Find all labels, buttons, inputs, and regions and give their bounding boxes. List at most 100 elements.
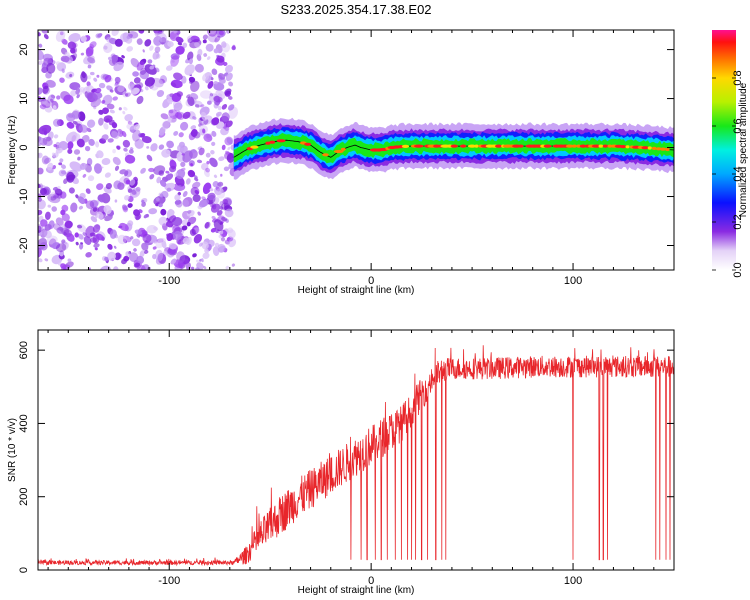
- noise-blob: [216, 55, 225, 63]
- noise-blob: [38, 199, 46, 210]
- noise-blob: [144, 39, 152, 47]
- noise-blob: [111, 131, 120, 139]
- noise-blob: [169, 31, 179, 41]
- noise-blob: [221, 103, 228, 110]
- noise-blob: [59, 119, 64, 126]
- noise-blob: [69, 161, 83, 172]
- noise-blob: [66, 121, 75, 129]
- noise-blob: [202, 252, 210, 260]
- noise-blob: [218, 30, 224, 36]
- noise-blob: [83, 236, 92, 245]
- noise-blob: [53, 118, 61, 127]
- noise-blob: [38, 124, 52, 135]
- noise-blob: [182, 199, 190, 208]
- snr-xtick-label: -100: [158, 575, 180, 587]
- noise-blob: [225, 64, 233, 73]
- noise-blob: [43, 230, 52, 239]
- noise-blob: [205, 152, 211, 158]
- colorbar-tick-label: 0.8: [732, 70, 744, 85]
- noise-blob: [172, 230, 183, 241]
- noise-blob: [149, 45, 154, 51]
- noise-blob: [50, 98, 54, 103]
- noise-blob: [38, 167, 44, 175]
- noise-blob: [70, 202, 78, 213]
- noise-blob: [171, 60, 175, 63]
- noise-blob: [198, 242, 203, 247]
- noise-blob: [122, 139, 131, 148]
- noise-blob: [167, 215, 177, 223]
- noise-blob: [168, 182, 176, 189]
- noise-blob: [210, 227, 217, 233]
- ridge-hot-spot: [495, 144, 503, 148]
- spectrogram-ytick-label: 20: [18, 43, 30, 55]
- noise-blob: [148, 208, 158, 215]
- noise-blob: [63, 94, 74, 105]
- noise-blob: [75, 241, 79, 246]
- noise-blob: [81, 71, 86, 79]
- noise-blob: [109, 109, 115, 114]
- noise-blob: [173, 72, 183, 81]
- noise-blob: [75, 88, 81, 95]
- noise-blob: [112, 96, 118, 101]
- ridge-hot-spot: [467, 144, 477, 148]
- noise-blob: [58, 162, 63, 166]
- noise-blob: [147, 59, 153, 64]
- noise-blob: [52, 223, 61, 231]
- colorbar-tick-label: 0.2: [732, 214, 744, 229]
- noise-blob: [187, 210, 192, 214]
- noise-blob: [200, 111, 208, 121]
- noise-blob: [39, 219, 48, 227]
- noise-blob: [207, 192, 216, 201]
- noise-blob: [136, 38, 143, 45]
- noise-blob: [180, 121, 189, 131]
- noise-blob: [133, 209, 141, 217]
- noise-blob: [170, 53, 180, 60]
- noise-blob: [109, 229, 117, 239]
- noise-blob: [107, 251, 116, 261]
- ridge-hot-spot: [333, 149, 344, 154]
- noise-blob: [145, 214, 150, 218]
- noise-blob: [175, 168, 186, 180]
- noise-blob: [111, 30, 119, 37]
- ridge-hot-spot: [474, 144, 479, 148]
- noise-blob: [182, 197, 193, 207]
- noise-blob: [139, 133, 146, 138]
- noise-blob: [216, 113, 220, 118]
- noise-blob: [223, 61, 228, 67]
- noise-blob: [225, 150, 230, 156]
- noise-blob: [38, 32, 41, 37]
- noise-blob: [56, 95, 61, 100]
- noise-blob: [61, 213, 70, 222]
- noise-blob: [220, 173, 223, 177]
- colorbar-tick-label: 0.0: [732, 262, 744, 277]
- noise-blob: [155, 237, 167, 249]
- noise-blob: [146, 146, 150, 149]
- noise-blob: [128, 252, 139, 262]
- ridge-hot-spot: [401, 144, 410, 148]
- noise-blob: [211, 141, 216, 146]
- noise-blob: [205, 43, 214, 52]
- noise-blob: [89, 41, 97, 48]
- noise-blob: [166, 233, 170, 238]
- noise-blob: [160, 208, 167, 216]
- noise-blob: [217, 93, 223, 97]
- snr-xtick-label: 100: [564, 575, 582, 587]
- noise-blob: [80, 35, 87, 42]
- ridge-hot-spot: [625, 145, 630, 149]
- noise-blob: [88, 138, 95, 146]
- noise-blob: [66, 112, 76, 122]
- noise-blob: [74, 232, 79, 238]
- noise-blob: [177, 45, 186, 53]
- noise-blob: [38, 152, 43, 159]
- noise-blob: [204, 222, 210, 229]
- noise-blob: [38, 136, 41, 143]
- ridge-band-green: [233, 132, 674, 164]
- noise-blob: [213, 95, 223, 103]
- noise-blob: [87, 56, 96, 64]
- noise-blob: [158, 203, 163, 208]
- noise-blob: [175, 112, 183, 119]
- noise-blob: [55, 30, 66, 42]
- colorbar-ticks: 0.0 0.2 0.4 0.6 0.8: [712, 70, 744, 278]
- noise-blob: [127, 188, 133, 193]
